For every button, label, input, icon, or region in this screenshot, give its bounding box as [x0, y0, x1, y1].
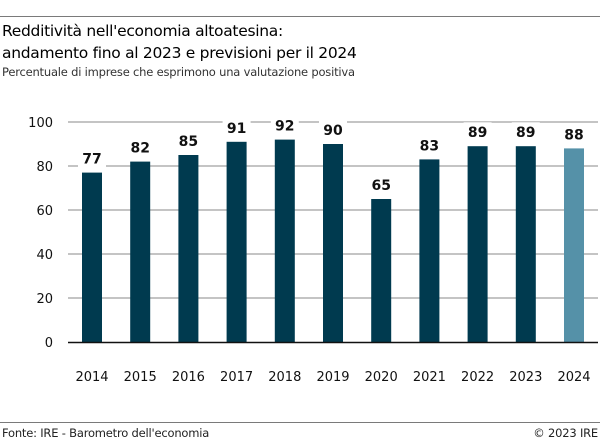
- source-note: Fonte: IRE - Barometro dell'economia: [2, 426, 210, 440]
- data-labels: 77 82 85 91 92 90 65 83 89 89 88: [78, 115, 588, 194]
- x-tick-label: 2020: [365, 370, 398, 385]
- y-tick-label: 20: [36, 292, 53, 307]
- copyright-note: © 2023 IRE: [533, 426, 598, 440]
- bar: [82, 172, 102, 342]
- data-label-background: [560, 124, 588, 143]
- data-label-background: [319, 120, 347, 138]
- bar-chart: 0 20 40 60 80 100 77 82 85 91 92 90 65 83 89 89 88 2014…: [28, 115, 598, 385]
- x-tick-label: 2024: [557, 370, 590, 385]
- data-label-background: [367, 175, 396, 193]
- x-tick-label: 2019: [316, 370, 349, 385]
- bar: [274, 139, 295, 342]
- data-label: 85: [179, 134, 198, 150]
- bars: [82, 139, 584, 342]
- data-label-background: [78, 148, 106, 167]
- data-label-background: [511, 122, 540, 141]
- chart-title: Redditività nell'economia altoatesina: a…: [2, 20, 357, 64]
- data-label: 88: [564, 127, 583, 143]
- bar: [467, 146, 488, 342]
- bar: [371, 199, 392, 342]
- data-label-background: [174, 131, 203, 149]
- y-tick-label: 0: [45, 336, 53, 351]
- chart-title-line-1: Redditività nell'economia altoatesina:: [2, 22, 283, 40]
- data-label-background: [415, 135, 444, 154]
- y-tick-label: 60: [36, 204, 53, 219]
- y-tick-label: 40: [36, 248, 53, 263]
- bar: [130, 161, 151, 342]
- data-label: 89: [468, 125, 487, 141]
- data-label: 91: [227, 121, 246, 137]
- y-tick-label: 100: [28, 116, 53, 131]
- x-tick-label: 2022: [461, 370, 494, 385]
- data-label-background: [222, 117, 251, 136]
- bar: [226, 141, 247, 342]
- bar: [323, 144, 343, 342]
- chart-subtitle: Percentuale di imprese che esprimono una…: [2, 65, 355, 79]
- x-tick-label: 2014: [75, 370, 108, 385]
- x-tick-label: 2017: [220, 370, 253, 385]
- data-label-background: [270, 115, 299, 134]
- bottom-rule: [0, 422, 600, 423]
- bar: [515, 146, 536, 342]
- x-tick-label: 2018: [268, 370, 301, 385]
- bar: [419, 159, 440, 342]
- top-rule: [0, 16, 600, 17]
- data-label-background: [126, 137, 155, 156]
- data-label: 89: [516, 125, 535, 141]
- data-label: 90: [323, 123, 343, 139]
- x-axis-ticks: 2014 2015 2016 2017 2018 2019 2020 2021 2022 2023…: [75, 370, 590, 385]
- data-label-background: [463, 122, 492, 141]
- data-label: 65: [371, 178, 390, 194]
- bar: [178, 155, 199, 342]
- y-axis-ticks: 0 20 40 60 80 100: [28, 116, 53, 351]
- x-tick-label: 2021: [413, 370, 446, 385]
- data-label: 82: [130, 141, 149, 157]
- data-label: 92: [275, 119, 294, 135]
- bar-forecast: [564, 148, 584, 342]
- y-tick-label: 80: [36, 160, 53, 175]
- chart-title-line-2: andamento fino al 2023 e previsioni per …: [2, 44, 357, 62]
- x-tick-label: 2023: [509, 370, 542, 385]
- data-label: 83: [420, 138, 439, 154]
- data-label: 77: [82, 152, 101, 168]
- x-tick-label: 2015: [124, 370, 157, 385]
- x-tick-label: 2016: [172, 370, 205, 385]
